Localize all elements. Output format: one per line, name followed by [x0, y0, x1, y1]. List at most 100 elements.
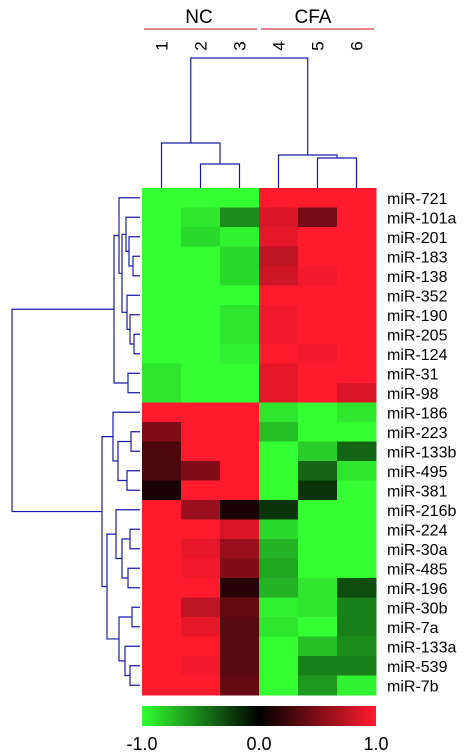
row-label: miR-183: [387, 249, 448, 266]
heatmap-cell: [298, 558, 338, 579]
heatmap-cell: [142, 656, 182, 676]
heatmap-cell: [181, 656, 221, 676]
group-labels: NC CFA: [185, 7, 332, 28]
column-label: 5: [309, 41, 328, 50]
heatmap-cell: [259, 363, 299, 384]
heatmap-cell: [337, 578, 377, 598]
heatmap-cell: [181, 597, 221, 618]
heatmap-cell: [181, 188, 221, 208]
heatmap-cell: [337, 500, 377, 520]
heatmap-cell: [220, 266, 260, 286]
heatmap-cell: [142, 285, 182, 306]
heatmap-cell: [142, 402, 182, 423]
heatmap-cell: [259, 519, 299, 540]
heatmap-cell: [142, 617, 182, 637]
heatmap-cell: [220, 480, 260, 501]
heatmap-cell: [142, 422, 182, 442]
row-labels: miR-721 miR-101a miR-201 miR-183 miR-138 miR-…: [387, 191, 456, 696]
heatmap-cell: [337, 207, 377, 228]
row-label: miR-190: [387, 308, 448, 325]
dendrogram-link: [129, 314, 140, 345]
heatmap-cell: [259, 188, 299, 208]
heatmap-cell: [259, 617, 299, 637]
heatmap-cell: [142, 441, 182, 462]
heatmap-cell: [142, 305, 182, 325]
heatmap-cell: [259, 422, 299, 442]
heatmap-cell: [259, 578, 299, 598]
heatmap-cell: [220, 578, 260, 598]
column-label: 2: [192, 41, 211, 50]
heatmap-cell: [181, 675, 221, 696]
heatmap-cell: [220, 539, 260, 559]
dendrogram-link: [316, 157, 358, 188]
heatmap-cell: [181, 422, 221, 442]
column-label: 1: [153, 41, 172, 50]
dendrogram-link: [127, 372, 140, 394]
dendrogram-link: [11, 308, 114, 513]
heatmap-cell: [337, 266, 377, 286]
heatmap-cell: [298, 519, 338, 540]
heatmap-cell: [298, 285, 338, 306]
heatmap-cell: [181, 207, 221, 228]
heatmap-cell: [337, 246, 377, 267]
heatmap-cell: [220, 519, 260, 540]
heatmap-cell: [259, 441, 299, 462]
heatmap-cell: [142, 500, 182, 520]
heatmap-cell: [181, 324, 221, 345]
row-label: miR-30b: [387, 600, 448, 617]
heatmap-cell: [220, 324, 260, 345]
heatmap-cell: [259, 461, 299, 481]
heatmap-cell: [181, 519, 221, 540]
heatmap-cells: [142, 188, 377, 696]
heatmap-cell: [220, 617, 260, 637]
heatmap-cell: [142, 480, 182, 501]
heatmap-cell: [181, 305, 221, 325]
dendrogram-link: [127, 567, 140, 589]
heatmap-cell: [181, 344, 221, 364]
colorbar: [142, 706, 376, 726]
row-label: miR-205: [387, 327, 448, 344]
column-dendrogram: [160, 57, 358, 188]
row-label: miR-381: [387, 483, 448, 500]
heatmap-cell: [337, 675, 377, 696]
group-label-nc: NC: [185, 7, 212, 28]
heatmap-cell: [142, 636, 182, 657]
dendrogram-link: [130, 431, 140, 452]
row-label: miR-216b: [387, 503, 456, 520]
heatmap-cell: [142, 383, 182, 403]
heatmap-cell: [220, 402, 260, 423]
heatmap-cell: [181, 500, 221, 520]
row-label: miR-133b: [387, 444, 456, 461]
heatmap-cell: [298, 344, 338, 364]
heatmap-cell: [181, 480, 221, 501]
heatmap-cell: [220, 675, 260, 696]
heatmap-cell: [298, 383, 338, 403]
row-label: miR-7a: [387, 620, 439, 637]
heatmap-cell: [337, 656, 377, 676]
heatmap-cell: [142, 675, 182, 696]
row-dendrogram: [11, 197, 140, 686]
dendrogram-link: [117, 440, 131, 482]
heatmap-cell: [142, 597, 182, 618]
heatmap-cell: [142, 363, 182, 384]
heatmap-cell: [259, 266, 299, 286]
heatmap-cell: [298, 461, 338, 481]
colorbar-tick-label: 0.0: [246, 734, 271, 754]
row-label: miR-495: [387, 464, 448, 481]
heatmap-cell: [298, 363, 338, 384]
heatmap-cell: [142, 246, 182, 267]
dendrogram-link: [190, 57, 309, 155]
heatmap-cell: [220, 188, 260, 208]
heatmap-cell: [220, 441, 260, 462]
dendrogram-link: [199, 163, 241, 188]
heatmap-cell: [181, 266, 221, 286]
heatmap-cell: [142, 227, 182, 247]
dendrogram-link: [115, 509, 140, 560]
heatmap-cell: [142, 188, 182, 208]
heatmap-cell: [259, 558, 299, 579]
dendrogram-link: [125, 216, 140, 252]
heatmap-cell: [298, 324, 338, 345]
dendrogram-link: [112, 411, 140, 462]
row-label: miR-7b: [387, 678, 439, 695]
heatmap-cell: [181, 578, 221, 598]
